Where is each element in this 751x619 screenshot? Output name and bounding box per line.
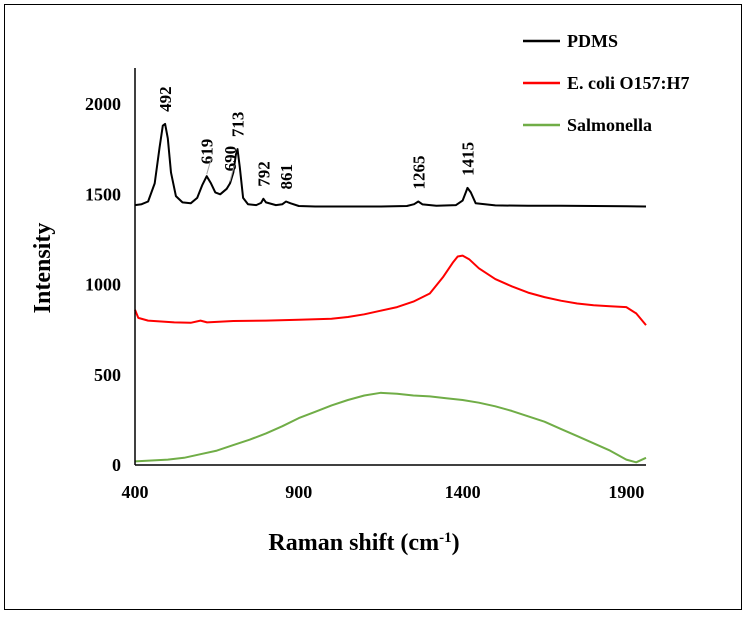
x-tick-label: 1900 — [608, 482, 644, 502]
peak-annotations: 492 619 690 713 792 861 1265 1415 — [156, 86, 477, 189]
tick-labels: 0 500 1000 1500 2000 400 900 1400 1900 — [85, 94, 644, 502]
peak-label-1265: 1265 — [409, 156, 428, 190]
y-axis-title: Intensity — [30, 223, 56, 314]
x-axis-title-end: ) — [452, 530, 460, 556]
peak-leader-line-619 — [206, 158, 212, 175]
series-layer — [134, 122, 647, 464]
y-tick-label: 500 — [94, 365, 121, 385]
legend: PDMS E. coli O157:H7 Salmonella — [523, 31, 690, 135]
peak-label-713: 713 — [229, 112, 248, 138]
legend-label-3: Salmonella — [567, 115, 652, 135]
peak-label-690: 690 — [221, 146, 240, 172]
x-tick-label: 1400 — [445, 482, 481, 502]
legend-label-1: PDMS — [567, 31, 618, 51]
x-axis-title-main: Raman shift (cm — [268, 530, 439, 556]
x-tick-label: 900 — [285, 482, 312, 502]
y-tick-label: 2000 — [85, 94, 121, 114]
series-line-2 — [134, 254, 647, 326]
peak-leader-line-690 — [229, 165, 235, 182]
peak-label-792: 792 — [254, 161, 273, 187]
peak-label-861: 861 — [277, 164, 296, 190]
peak-label-619: 619 — [198, 139, 217, 165]
y-tick-label: 1000 — [85, 275, 121, 295]
legend-label-2: E. coli O157:H7 — [567, 73, 690, 93]
x-axis-title: Raman shift (cm-1) — [268, 530, 459, 556]
x-tick-label: 400 — [122, 482, 149, 502]
series-line-1 — [134, 122, 647, 208]
y-tick-label: 0 — [112, 455, 121, 475]
x-axis-title-sup: -1 — [439, 530, 452, 546]
series-line-3 — [134, 391, 647, 464]
peak-label-1415: 1415 — [459, 142, 478, 176]
y-tick-label: 1500 — [85, 184, 121, 204]
axes-layer — [134, 68, 646, 466]
peak-label-492: 492 — [156, 86, 175, 112]
